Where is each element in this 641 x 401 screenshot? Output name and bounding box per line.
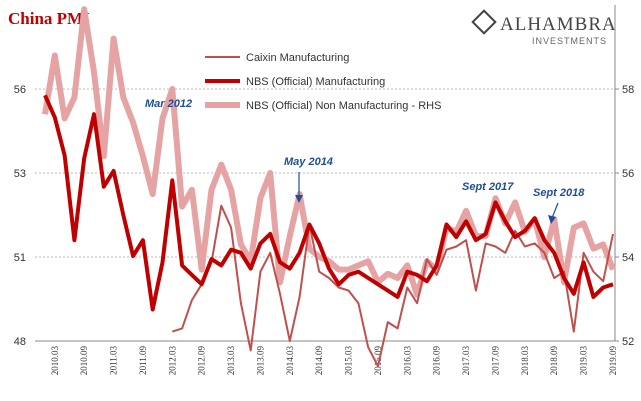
x-tick-label: 2014.03 — [285, 346, 295, 376]
series-line — [171, 204, 614, 368]
x-tick-label: 2012.09 — [197, 346, 207, 376]
logo: ALHAMBRA INVESTMENTS — [471, 9, 617, 46]
x-tick-label: 2016.03 — [402, 346, 412, 376]
arrow-head — [295, 195, 303, 203]
annotation: May 2014 — [284, 156, 333, 168]
x-tick-label: 2014.09 — [314, 346, 324, 376]
x-tick-label: 2013.09 — [255, 346, 265, 376]
x-tick-label: 2017.03 — [461, 346, 471, 376]
y2-tick-label: 54 — [622, 252, 634, 264]
x-tick-label: 2017.09 — [490, 346, 500, 376]
series-line — [43, 94, 614, 312]
y-tick-label: 48 — [14, 336, 26, 348]
y2-tick-label: 56 — [622, 168, 634, 180]
x-tick-label: 2013.03 — [226, 346, 236, 376]
x-tick-label: 2010.09 — [79, 346, 89, 376]
x-tick-label: 2010.03 — [50, 346, 60, 376]
x-tick-label: 2015.03 — [344, 346, 354, 376]
chart-title: China PMI — [8, 9, 90, 28]
y-tick-label: 53 — [14, 168, 26, 180]
arrow — [551, 202, 559, 219]
annotation: Sept 2017 — [462, 181, 514, 193]
arrows — [295, 172, 559, 224]
x-tick-label: 2018.03 — [520, 346, 530, 376]
x-tick-label: 2015.09 — [373, 346, 383, 376]
y2-tick-label: 58 — [622, 84, 634, 96]
y-tick-label: 51 — [14, 252, 26, 264]
arrow-head — [548, 215, 556, 224]
x-tick-label: 2019.09 — [608, 346, 618, 376]
x-tick-label: 2011.09 — [138, 346, 148, 375]
x-tick-label: 2012.03 — [167, 346, 177, 376]
legend-label: NBS (Official) Manufacturing — [246, 76, 385, 88]
logo-icon — [471, 9, 497, 35]
y-tick-label: 56 — [14, 84, 26, 96]
logo-sub: INVESTMENTS — [532, 36, 607, 46]
x-tick-label: 2011.03 — [109, 346, 119, 375]
annotation: Sept 2018 — [533, 187, 585, 199]
legend-label: NBS (Official) Non Manufacturing - RHS — [246, 100, 441, 112]
series-line — [42, 6, 616, 298]
legend-label: Caixin Manufacturing — [246, 52, 349, 64]
annotation: Mar 2012 — [145, 98, 192, 110]
x-tick-label: 2018.09 — [549, 346, 559, 376]
logo-name: ALHAMBRA — [500, 14, 617, 35]
y2-tick-label: 52 — [622, 336, 634, 348]
x-tick-label: 2016.09 — [432, 346, 442, 376]
x-tick-label: 2019.03 — [579, 346, 589, 376]
